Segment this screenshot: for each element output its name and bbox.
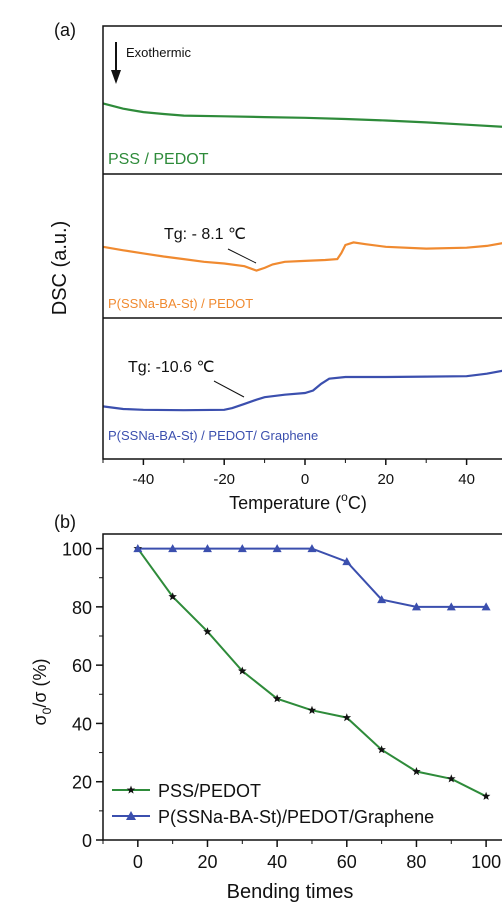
- graphene-point-0: [133, 544, 143, 553]
- b-ytick-label-3: 60: [72, 656, 92, 676]
- ratio-ylabel-rest: /σ (%): [30, 659, 50, 708]
- pss-point-7: [377, 745, 386, 754]
- pss-point-2: [203, 627, 212, 636]
- a-xtick-label-2: 0: [301, 471, 309, 488]
- series-label-ssna-pedot-graphene: P(SSNa-BA-St) / PEDOT/ Graphene: [108, 428, 318, 443]
- b-ytick-label-1: 20: [72, 773, 92, 793]
- graphene-point-8: [411, 602, 421, 611]
- ratio-ylabel-sub: 0: [40, 707, 54, 714]
- b-xtick-label-3: 60: [337, 852, 357, 872]
- b-ytick-label-5: 100: [62, 540, 92, 560]
- a-xtick-label-4: 40: [458, 471, 475, 488]
- tg-label-1: Tg: - 8.1 ℃: [164, 226, 246, 243]
- legend-marker-pss: [126, 785, 136, 794]
- exothermic-arrowhead: [111, 70, 121, 84]
- pss-point-8: [412, 767, 421, 776]
- ratio-ylabel-sigma: σ: [30, 714, 50, 725]
- pss-point-5: [307, 705, 317, 714]
- legend-label-pss: PSS/PEDOT: [158, 781, 261, 801]
- dsc-trace-1: [102, 241, 502, 272]
- bending-xlabel: Bending times: [227, 881, 354, 903]
- a-xtick-label-1: -20: [213, 471, 235, 488]
- b-xtick-label-1: 20: [197, 852, 217, 872]
- pss-point-4: [272, 694, 282, 703]
- temperature-xlabel-degree: o: [341, 490, 348, 504]
- a-xtick-label-0: -40: [133, 471, 155, 488]
- graphene-point-10: [481, 602, 491, 611]
- series-label-ssna-pedot: P(SSNa-BA-St) / PEDOT: [108, 296, 253, 311]
- bending-line-1: [137, 547, 487, 608]
- legend-label-graphene: P(SSNa-BA-St)/PEDOT/Graphene: [158, 807, 434, 827]
- dsc-ylabel: DSC (a.u.): [49, 221, 71, 315]
- ratio-ylabel: σ0/σ (%): [30, 659, 54, 726]
- b-ytick-label-4: 80: [72, 598, 92, 618]
- graphene-point-6: [342, 557, 352, 566]
- b-xtick-label-5: 100: [471, 852, 501, 872]
- panel-a: (a) DSC (a.u.) Exothermic PSS / PEDOT P(…: [49, 20, 502, 513]
- tg-label-2: Tg: -10.6 ℃: [128, 359, 214, 376]
- panel-a-label: (a): [54, 20, 76, 40]
- graphene-point-2: [202, 544, 212, 553]
- panel-b-frame: [102, 533, 502, 841]
- a-xtick-label-3: 20: [377, 471, 394, 488]
- temperature-xlabel-pre: Temperature (: [229, 493, 341, 513]
- pss-point-6: [342, 713, 352, 722]
- series-label-pss-pedot: PSS / PEDOT: [108, 151, 209, 168]
- dsc-trace-0: [102, 102, 502, 128]
- b-xtick-label-4: 80: [406, 852, 426, 872]
- exothermic-label: Exothermic: [126, 45, 192, 60]
- graphene-point-9: [446, 602, 456, 611]
- panel-b-label: (b): [54, 512, 76, 532]
- pss-point-3: [238, 666, 247, 675]
- legend-marker-graphene: [126, 811, 136, 820]
- bending-line-0: [136, 548, 487, 798]
- graphene-point-7: [377, 595, 387, 604]
- tg-pointer-1: [227, 248, 257, 264]
- b-ytick-label-2: 40: [72, 714, 92, 734]
- graphene-point-1: [168, 544, 178, 553]
- legend: PSS/PEDOT P(SSNa-BA-St)/PEDOT/Graphene: [112, 781, 434, 827]
- temperature-xlabel-post: C): [348, 493, 367, 513]
- temperature-xlabel: Temperature (oC): [229, 490, 367, 513]
- graphene-point-5: [307, 544, 317, 553]
- tg-pointer-2: [213, 380, 245, 398]
- graphene-point-3: [237, 544, 247, 553]
- b-ytick-label-0: 0: [82, 831, 92, 851]
- b-xtick-label-0: 0: [133, 852, 143, 872]
- dsc-trace-2: [102, 369, 502, 412]
- pss-point-9: [447, 774, 456, 783]
- pss-point-1: [168, 592, 177, 601]
- b-xtick-label-2: 40: [267, 852, 287, 872]
- pss-point-10: [481, 791, 491, 800]
- graphene-point-4: [272, 544, 282, 553]
